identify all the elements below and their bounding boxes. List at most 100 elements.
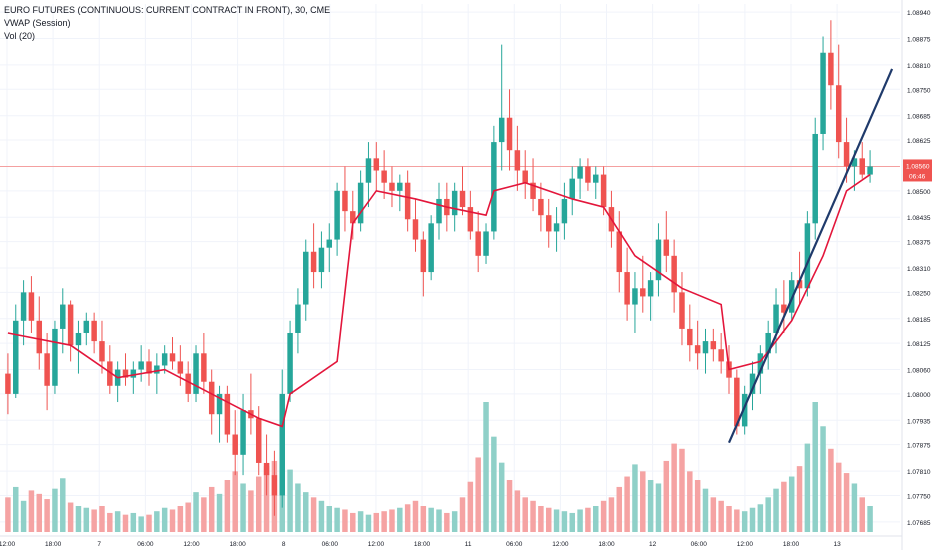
x-axis-tick-label: 8 bbox=[282, 541, 286, 548]
candle-body bbox=[91, 320, 97, 342]
candle-body bbox=[130, 369, 137, 378]
volume-bar bbox=[185, 502, 191, 532]
volume-bar bbox=[655, 483, 662, 532]
volume-bar bbox=[522, 497, 528, 532]
volume-bar bbox=[357, 511, 364, 532]
candle-body bbox=[169, 353, 176, 362]
volume-bar bbox=[20, 500, 27, 532]
y-axis-tick-label: 1.08940 bbox=[907, 10, 931, 17]
volume-bar bbox=[177, 506, 184, 532]
y-axis-tick-label: 1.08500 bbox=[907, 189, 931, 196]
volume-bar bbox=[624, 476, 630, 532]
candle-body bbox=[44, 353, 50, 386]
candle-body bbox=[193, 353, 199, 394]
volume-bar bbox=[812, 402, 818, 532]
volume-bar bbox=[593, 506, 599, 532]
candle-body bbox=[185, 373, 191, 394]
volume-bar bbox=[545, 507, 552, 532]
candle-body bbox=[389, 182, 395, 191]
volume-bar bbox=[671, 443, 677, 532]
volume-bar bbox=[726, 506, 732, 532]
x-axis-tick-label: 18:00 bbox=[783, 541, 800, 548]
volume-bar bbox=[303, 492, 309, 532]
x-axis-tick-label: 12 bbox=[649, 541, 657, 548]
symbol-title[interactable]: EURO FUTURES (CONTINUOUS: CURRENT CONTRA… bbox=[4, 5, 331, 15]
candle-body bbox=[522, 170, 528, 183]
volume-bar bbox=[459, 497, 466, 532]
volume-bar bbox=[851, 483, 858, 532]
volume-bar bbox=[734, 509, 740, 532]
volume-bar bbox=[107, 512, 113, 532]
y-axis-tick-label: 1.08625 bbox=[907, 138, 931, 145]
candle-body bbox=[679, 292, 685, 329]
volume-bar bbox=[342, 509, 348, 532]
x-axis-tick-label: 18:00 bbox=[598, 541, 615, 548]
volume-bar bbox=[491, 436, 497, 532]
candle-body bbox=[757, 353, 764, 374]
candle-body bbox=[240, 410, 246, 455]
candle-body bbox=[851, 158, 858, 167]
volume-bar bbox=[216, 493, 223, 532]
candle-body bbox=[773, 304, 779, 333]
candle-body bbox=[734, 377, 740, 427]
candle-body bbox=[67, 304, 74, 346]
volume-bar bbox=[444, 512, 450, 532]
volume-bar bbox=[788, 476, 795, 532]
candle-body bbox=[498, 117, 505, 143]
candle-body bbox=[342, 190, 348, 212]
volume-bar bbox=[381, 511, 387, 532]
volume-indicator-label[interactable]: Vol (20) bbox=[4, 31, 36, 41]
candle-body bbox=[741, 393, 748, 427]
volume-bar bbox=[44, 499, 50, 532]
y-axis-tick-label: 1.08750 bbox=[907, 87, 931, 94]
y-axis-tick-label: 1.08685 bbox=[907, 114, 931, 121]
y-axis-tick-label: 1.08000 bbox=[907, 392, 931, 399]
trend-line[interactable] bbox=[727, 68, 894, 444]
volume-bar bbox=[702, 488, 709, 532]
volume-bar bbox=[451, 511, 458, 532]
volume-bar bbox=[114, 511, 121, 532]
candle-body bbox=[765, 332, 771, 354]
vwap-indicator-label[interactable]: VWAP (Session) bbox=[4, 18, 71, 28]
candle-body bbox=[224, 393, 231, 435]
candle-body bbox=[161, 353, 168, 366]
y-axis-tick-label: 1.08310 bbox=[907, 266, 931, 273]
volume-bar bbox=[397, 507, 403, 532]
candle-body bbox=[83, 320, 90, 333]
candle-body bbox=[255, 418, 262, 463]
price-badge bbox=[903, 159, 932, 182]
y-axis-tick-label: 1.07750 bbox=[907, 493, 931, 500]
candle-body bbox=[796, 280, 803, 289]
volume-bar bbox=[687, 471, 693, 532]
volume-bar bbox=[765, 497, 771, 532]
volume-bar bbox=[553, 509, 560, 532]
candle-body bbox=[138, 361, 144, 370]
candle-body bbox=[640, 288, 646, 297]
volume-bar bbox=[530, 500, 536, 532]
volume-bar bbox=[804, 443, 811, 532]
x-axis-tick-label: 7 bbox=[97, 541, 101, 548]
x-axis-tick-label: 06:00 bbox=[506, 541, 523, 548]
candle-body bbox=[577, 166, 583, 179]
volume-bar bbox=[373, 512, 380, 532]
candle-body bbox=[28, 292, 35, 321]
candle-body bbox=[412, 219, 419, 240]
candle-body bbox=[820, 52, 826, 134]
candle-body bbox=[585, 166, 591, 183]
volume-bar bbox=[389, 509, 395, 532]
volume-bar bbox=[773, 488, 779, 532]
volume-bar bbox=[632, 464, 638, 532]
volume-bar bbox=[263, 466, 270, 532]
volume-bar bbox=[538, 506, 544, 532]
volume-bar bbox=[161, 507, 168, 532]
candle-body bbox=[52, 328, 58, 386]
candle-body bbox=[671, 255, 677, 293]
x-axis-tick-label: 18:00 bbox=[414, 541, 431, 548]
volume-bar bbox=[13, 486, 19, 532]
volume-bar bbox=[295, 483, 301, 532]
x-axis-tick-label: 12:00 bbox=[183, 541, 200, 548]
volume-bar bbox=[365, 514, 372, 532]
x-axis-tick-label: 18:00 bbox=[45, 541, 62, 548]
